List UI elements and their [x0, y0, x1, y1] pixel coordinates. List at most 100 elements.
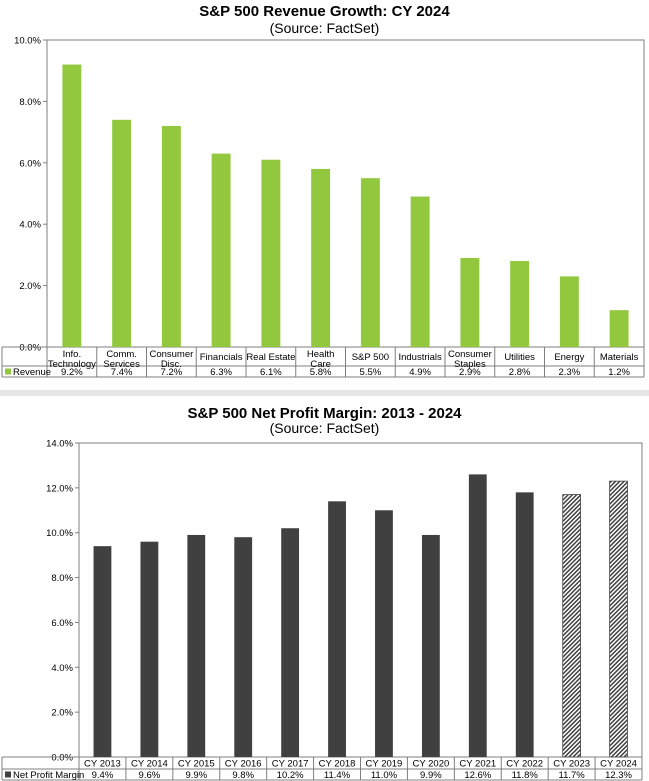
data-label: 11.0%	[371, 770, 398, 781]
category-label: CY 2024	[600, 759, 637, 770]
category-label: Consumer Staples	[448, 349, 492, 370]
bar-2	[112, 119, 132, 347]
category-label: Energy	[554, 352, 584, 363]
bar-2	[140, 541, 159, 757]
bar-3	[161, 125, 181, 348]
y-tick-label: 0.0%	[19, 343, 41, 354]
category-label: CY 2020	[412, 759, 449, 770]
bar-7	[360, 178, 380, 347]
y-tick-label: 4.0%	[51, 663, 73, 674]
bar-9	[460, 257, 480, 347]
bar-4	[234, 537, 253, 757]
chart-title: S&P 500 Net Profit Margin: 2013 - 2024	[187, 405, 462, 422]
data-label: 9.2%	[61, 367, 83, 378]
y-tick-label: 6.0%	[19, 158, 41, 169]
legend-label: Net Profit Margin	[13, 770, 84, 781]
category-label: Financials	[200, 352, 243, 363]
data-label: 2.3%	[559, 367, 581, 378]
chart-subtitle: (Source: FactSet)	[269, 420, 380, 436]
data-label: 9.4%	[92, 770, 114, 781]
category-label: Industrials	[398, 352, 442, 363]
data-label: 11.8%	[512, 770, 539, 781]
data-label: 6.1%	[260, 367, 282, 378]
y-tick-label: 6.0%	[51, 618, 73, 629]
category-label: CY 2014	[131, 759, 168, 770]
y-tick-label: 0.0%	[51, 753, 73, 764]
bar-5	[261, 159, 281, 347]
bar-11	[559, 276, 579, 347]
y-tick-label: 10.0%	[46, 528, 73, 539]
category-label: CY 2013	[84, 759, 121, 770]
bar-10	[515, 492, 534, 757]
data-label: 11.7%	[559, 770, 586, 781]
bar-9	[468, 474, 487, 757]
category-label: CY 2016	[225, 759, 262, 770]
data-label: 5.8%	[310, 367, 332, 378]
bar-3	[187, 534, 206, 757]
bar-6	[328, 501, 346, 757]
bar-7	[375, 510, 393, 757]
bar-8	[410, 196, 430, 347]
data-label: 9.9%	[185, 770, 207, 781]
chart-subtitle: (Source: FactSet)	[269, 20, 380, 36]
y-tick-label: 12.0%	[46, 483, 73, 494]
data-label: 7.4%	[111, 367, 133, 378]
y-tick-label: 8.0%	[19, 97, 41, 108]
category-label: CY 2021	[459, 759, 496, 770]
y-tick-label: 10.0%	[14, 36, 41, 47]
legend-label: Revenue	[13, 367, 51, 378]
data-label: 4.9%	[409, 367, 431, 378]
net-profit-margin-chart-panel: S&P 500 Net Profit Margin: 2013 - 2024 (…	[0, 400, 649, 781]
data-label: 2.8%	[509, 367, 531, 378]
category-label: CY 2023	[553, 759, 590, 770]
revenue-growth-chart-panel: S&P 500 Revenue Growth: CY 2024 (Source:…	[0, 0, 649, 388]
chart-separator	[0, 390, 649, 396]
data-label: 10.2%	[277, 770, 304, 781]
category-label: CY 2018	[319, 759, 356, 770]
bar-4	[211, 153, 231, 347]
y-tick-label: 2.0%	[19, 281, 41, 292]
bar-10	[510, 261, 530, 347]
category-label: CY 2022	[506, 759, 543, 770]
bar-1	[93, 546, 112, 757]
data-label: 11.4%	[324, 770, 351, 781]
category-label: Utilities	[504, 352, 535, 363]
y-tick-label: 14.0%	[46, 439, 73, 450]
category-label: CY 2017	[272, 759, 309, 770]
plot-area	[46, 39, 645, 348]
data-label: 9.9%	[420, 770, 442, 781]
bar-5	[281, 528, 300, 757]
chart-title: S&P 500 Revenue Growth: CY 2024	[199, 3, 450, 20]
category-label: S&P 500	[352, 352, 389, 363]
legend-key	[5, 368, 11, 375]
bar-1	[62, 64, 82, 347]
y-tick-label: 8.0%	[51, 573, 73, 584]
data-label: 9.8%	[232, 770, 254, 781]
net-profit-margin-chart: 0.0% 2.0% 4.0% 6.0% 8.0% 10.0% 12.0% 14.0% CY 20…	[1, 439, 643, 781]
data-label: 6.3%	[210, 367, 232, 378]
data-label: 7.2%	[161, 367, 183, 378]
data-label: 2.9%	[459, 367, 481, 378]
data-label: 1.2%	[608, 367, 630, 378]
bar-6	[311, 168, 331, 347]
category-label: Materials	[600, 352, 639, 363]
bar-12	[609, 480, 628, 758]
category-label: CY 2019	[366, 759, 403, 770]
data-label: 12.3%	[605, 770, 632, 781]
revenue-growth-chart: 0.0% 2.0% 4.0% 6.0% 8.0% 10.0% Info. Technology…	[1, 36, 645, 378]
y-tick-label: 2.0%	[51, 708, 73, 719]
bar-8	[421, 534, 440, 757]
category-label: CY 2015	[178, 759, 215, 770]
y-tick-label: 4.0%	[19, 220, 41, 231]
bar-12	[609, 310, 629, 347]
bar-11	[562, 494, 581, 758]
category-label: Comm. Services	[103, 349, 140, 370]
plot-area	[78, 442, 643, 758]
data-label: 9.6%	[139, 770, 161, 781]
category-label: Real Estate	[246, 352, 295, 363]
data-label: 12.6%	[464, 770, 491, 781]
data-label: 5.5%	[360, 367, 382, 378]
category-label: Consumer Disc.	[149, 349, 193, 370]
category-label: Health Care	[307, 349, 334, 370]
category-label: Info. Technology	[48, 349, 96, 370]
